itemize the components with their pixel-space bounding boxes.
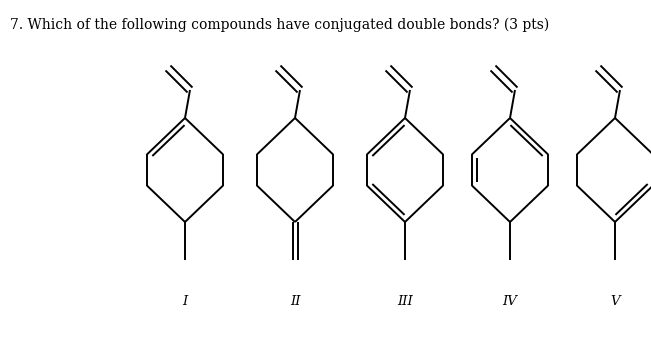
Text: II: II — [290, 295, 300, 308]
Text: V: V — [610, 295, 620, 308]
Text: 7. Which of the following compounds have conjugated double bonds? (3 pts): 7. Which of the following compounds have… — [10, 18, 549, 32]
Text: I: I — [182, 295, 187, 308]
Text: IV: IV — [503, 295, 518, 308]
Text: III: III — [397, 295, 413, 308]
